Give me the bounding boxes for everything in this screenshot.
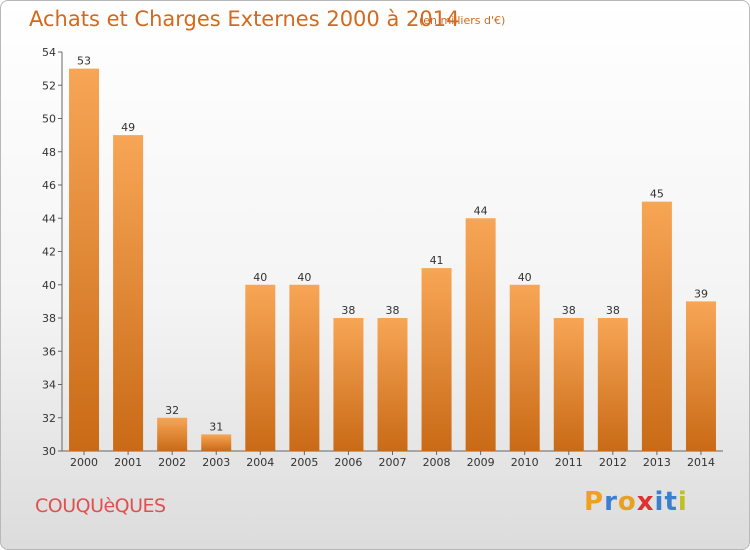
data-label-2002: 32 <box>165 404 179 417</box>
x-tick-label-2010: 2010 <box>511 456 539 469</box>
logo-letter: x <box>636 487 655 517</box>
data-label-2014: 39 <box>694 287 708 300</box>
y-tick-label: 32 <box>42 412 56 425</box>
data-label-2009: 44 <box>474 204 488 217</box>
bar-2005 <box>289 284 320 451</box>
bar-2009 <box>465 218 496 451</box>
data-label-2008: 41 <box>430 254 444 267</box>
bar-2006 <box>333 318 364 451</box>
x-tick-label-2009: 2009 <box>467 456 495 469</box>
x-tick-label-2002: 2002 <box>158 456 186 469</box>
x-tick-label-2006: 2006 <box>334 456 362 469</box>
y-tick-label: 42 <box>42 246 56 259</box>
bar-2000 <box>69 68 100 451</box>
data-label-2011: 38 <box>562 304 576 317</box>
y-tick-label: 48 <box>42 146 56 159</box>
x-tick-label-2012: 2012 <box>599 456 627 469</box>
data-label-2004: 40 <box>253 271 267 284</box>
data-label-2013: 45 <box>650 188 664 201</box>
y-tick-label: 50 <box>42 113 56 126</box>
y-tick-label: 40 <box>42 279 56 292</box>
axes: 30 32 34 36 38 40 42 44 46 48 50 52 54 2000 2001 2002 20… <box>42 46 723 469</box>
y-tick-label: 52 <box>42 79 56 92</box>
x-tick-label-2007: 2007 <box>379 456 407 469</box>
y-tick-label: 54 <box>42 46 56 59</box>
bar-2007 <box>377 318 408 451</box>
proxiti-logo: Proxiti <box>584 487 688 517</box>
bars <box>69 68 716 451</box>
bar-2011 <box>553 318 584 451</box>
chart-title: Achats et Charges Externes 2000 à 2014 <box>29 7 460 31</box>
x-tick-label-2014: 2014 <box>687 456 715 469</box>
data-label-2006: 38 <box>341 304 355 317</box>
x-tick-label-2004: 2004 <box>246 456 274 469</box>
data-label-2001: 49 <box>121 121 135 134</box>
x-tick-label-2011: 2011 <box>555 456 583 469</box>
bar-2013 <box>641 201 672 451</box>
logo-letter: i <box>677 487 688 517</box>
x-tick-label-2003: 2003 <box>202 456 230 469</box>
bar-2010 <box>509 284 540 451</box>
data-label-2005: 40 <box>297 271 311 284</box>
data-label-2012: 38 <box>606 304 620 317</box>
x-tick-label-2013: 2013 <box>643 456 671 469</box>
bar-2001 <box>113 135 144 451</box>
bar-2014 <box>685 301 716 451</box>
bar-2003 <box>201 434 232 451</box>
x-tick-label-2008: 2008 <box>423 456 451 469</box>
y-tick-label: 36 <box>42 345 56 358</box>
logo-letter: P <box>584 487 605 517</box>
y-tick-label: 44 <box>42 212 56 225</box>
logo-letter: t <box>664 487 678 517</box>
bar-2012 <box>597 318 628 451</box>
y-tick-label: 34 <box>42 379 56 392</box>
data-label-2003: 31 <box>209 420 223 433</box>
data-label-2000: 53 <box>77 55 91 68</box>
x-tick-label-2000: 2000 <box>70 456 98 469</box>
bar-2004 <box>245 284 276 451</box>
data-label-2010: 40 <box>518 271 532 284</box>
data-labels: 53 49 32 31 40 40 38 38 41 44 40 38 38 45 39 <box>77 55 708 434</box>
logo-letter: i <box>654 487 665 517</box>
y-tick-label: 30 <box>42 445 56 458</box>
bar-2002 <box>157 417 188 451</box>
x-tick-label-2005: 2005 <box>290 456 318 469</box>
y-tick-label: 46 <box>42 179 56 192</box>
y-tick-label: 38 <box>42 312 56 325</box>
data-label-2007: 38 <box>386 304 400 317</box>
commune-name: COUQUèQUES <box>35 495 166 517</box>
chart-subtitle: (en milliers d'€) <box>419 14 506 27</box>
bar-2008 <box>421 268 452 451</box>
x-tick-label-2001: 2001 <box>114 456 142 469</box>
logo-letter: o <box>617 487 637 517</box>
logo-letter: r <box>604 487 618 517</box>
